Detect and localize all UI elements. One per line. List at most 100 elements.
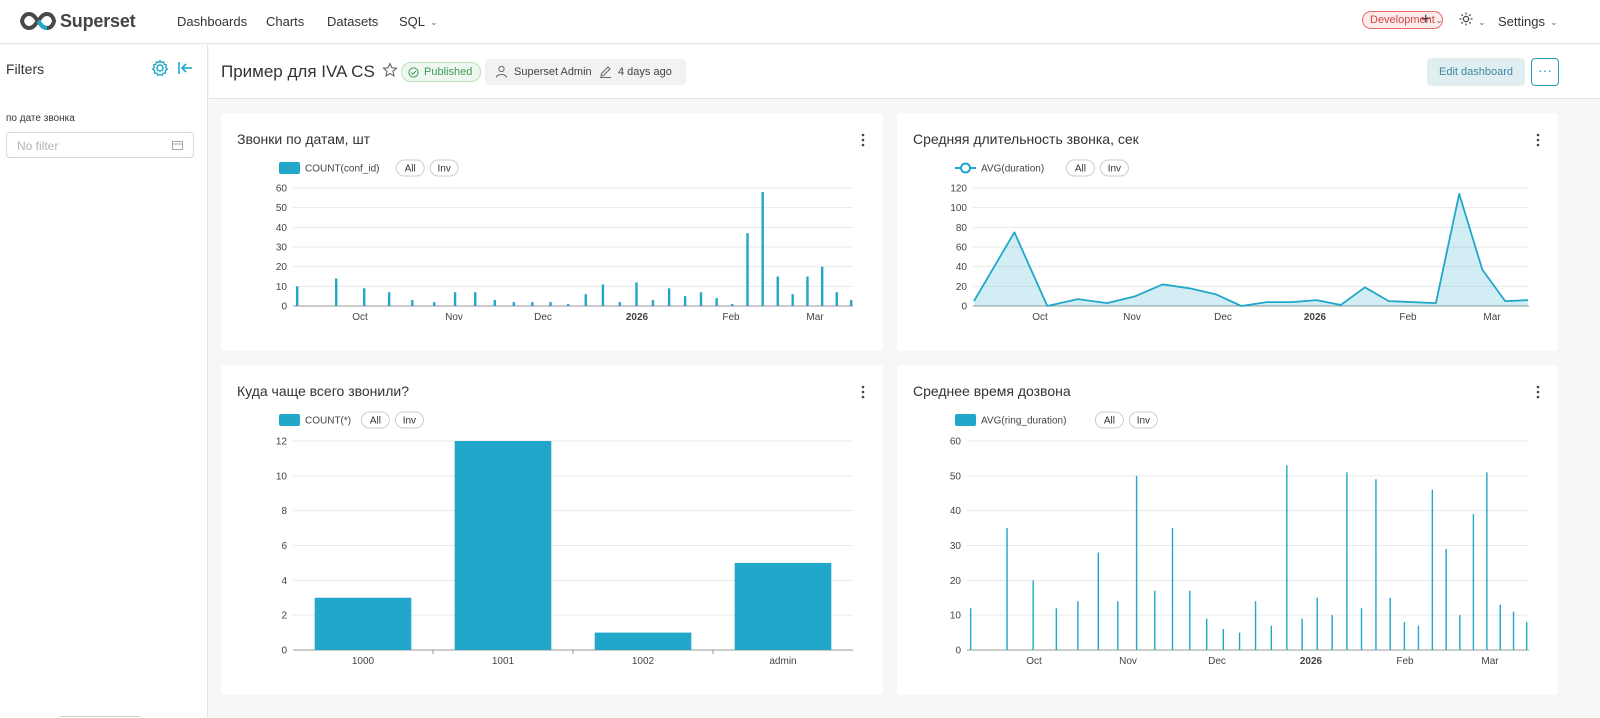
bar[interactable]	[335, 278, 338, 306]
bar[interactable]	[1055, 608, 1058, 650]
bar[interactable]	[1472, 514, 1475, 650]
bar[interactable]	[493, 300, 496, 306]
bar[interactable]	[1346, 472, 1348, 650]
new-menu-button[interactable]: + ⌄	[1421, 11, 1443, 29]
bar[interactable]	[791, 294, 794, 306]
star-icon[interactable]	[382, 62, 398, 78]
bar[interactable]	[567, 304, 570, 306]
superset-logo[interactable]: Superset	[20, 9, 136, 33]
bar[interactable]	[1486, 472, 1488, 650]
bar[interactable]	[776, 276, 779, 307]
nav-sql[interactable]: SQL ⌄	[399, 14, 438, 29]
legend-series-name[interactable]: COUNT(conf_id)	[305, 164, 379, 175]
legend-all-button[interactable]: All	[360, 411, 390, 429]
series-line[interactable]	[973, 193, 1529, 307]
bar[interactable]	[683, 296, 687, 306]
bar[interactable]	[1222, 629, 1224, 650]
bar[interactable]	[746, 233, 749, 306]
bar[interactable]	[850, 300, 853, 306]
legend-inverse-button[interactable]: Inv	[1128, 411, 1158, 429]
theme-menu-button[interactable]: ⌄	[1459, 12, 1486, 31]
bar[interactable]	[1206, 618, 1208, 650]
bar[interactable]	[584, 294, 587, 306]
bar[interactable]	[970, 608, 972, 650]
bar[interactable]	[1526, 622, 1528, 650]
vertical-dots-icon[interactable]	[1536, 385, 1540, 399]
bar[interactable]	[1077, 601, 1079, 650]
bar[interactable]	[1445, 548, 1447, 650]
bar[interactable]	[363, 288, 366, 306]
bar[interactable]	[635, 282, 638, 306]
legend-inverse-button[interactable]: Inv	[394, 411, 424, 429]
nav-charts[interactable]: Charts	[266, 14, 305, 29]
bar[interactable]	[1360, 608, 1363, 650]
bar[interactable]	[474, 292, 477, 306]
bar[interactable]	[734, 562, 832, 650]
legend-series-name[interactable]: COUNT(*)	[305, 416, 351, 427]
date-filter-input[interactable]: No filter	[6, 132, 194, 158]
bar[interactable]	[1316, 597, 1318, 650]
legend-inverse-button[interactable]: Inv	[1099, 159, 1129, 177]
legend-series-name[interactable]: AVG(duration)	[981, 164, 1044, 175]
vertical-dots-icon[interactable]	[861, 385, 865, 399]
legend-all-button[interactable]: All	[395, 159, 425, 177]
collapse-sidebar-icon[interactable]	[176, 59, 194, 77]
bar[interactable]	[1154, 590, 1156, 650]
settings-menu[interactable]: Settings ⌄	[1498, 14, 1558, 29]
bar[interactable]	[1417, 625, 1420, 650]
legend-series-name[interactable]: AVG(ring_duration)	[981, 416, 1066, 427]
bar[interactable]	[1512, 611, 1515, 650]
bar[interactable]	[1431, 489, 1434, 650]
bar[interactable]	[835, 292, 838, 306]
bar[interactable]	[1238, 632, 1241, 650]
bar[interactable]	[1032, 580, 1034, 650]
bar[interactable]	[699, 292, 703, 306]
bar[interactable]	[806, 276, 809, 307]
gear-icon[interactable]	[151, 59, 169, 77]
bar[interactable]	[1097, 552, 1099, 650]
bar[interactable]	[1006, 528, 1008, 650]
bar[interactable]	[387, 292, 391, 306]
bar[interactable]	[1499, 604, 1501, 650]
bar[interactable]	[1171, 528, 1174, 650]
nav-datasets[interactable]: Datasets	[327, 14, 379, 29]
bar[interactable]	[1286, 465, 1288, 650]
bar[interactable]	[601, 284, 605, 306]
bar[interactable]	[1135, 475, 1138, 650]
edit-dashboard-button[interactable]: Edit dashboard	[1427, 58, 1525, 86]
bar[interactable]	[730, 304, 734, 306]
vertical-dots-icon[interactable]	[861, 133, 865, 147]
bar[interactable]	[296, 286, 299, 306]
bar[interactable]	[1331, 615, 1333, 650]
bar[interactable]	[667, 288, 671, 306]
bar[interactable]	[549, 302, 552, 306]
bar[interactable]	[1117, 601, 1119, 650]
nav-dashboards[interactable]: Dashboards	[177, 14, 248, 29]
bar[interactable]	[594, 632, 692, 650]
legend-inverse-button[interactable]: Inv	[429, 159, 459, 177]
bar[interactable]	[761, 191, 764, 306]
bar[interactable]	[454, 441, 552, 650]
dashboard-title[interactable]: Пример для IVA CS	[221, 62, 375, 81]
bar[interactable]	[618, 302, 622, 306]
bar[interactable]	[1270, 625, 1272, 650]
bar[interactable]	[411, 300, 414, 306]
bar[interactable]	[1389, 597, 1391, 650]
bar[interactable]	[432, 302, 436, 306]
legend-all-button[interactable]: All	[1065, 159, 1095, 177]
bar[interactable]	[453, 292, 457, 306]
bar[interactable]	[531, 302, 534, 306]
more-options-button[interactable]: ···	[1531, 58, 1559, 86]
vertical-dots-icon[interactable]	[1536, 133, 1540, 147]
bar[interactable]	[651, 300, 655, 306]
bar[interactable]	[1189, 590, 1191, 650]
bar[interactable]	[1375, 479, 1377, 650]
bar[interactable]	[715, 298, 718, 306]
bar[interactable]	[1403, 622, 1406, 650]
legend-all-button[interactable]: All	[1094, 411, 1124, 429]
bar[interactable]	[820, 266, 824, 306]
bar[interactable]	[512, 302, 516, 306]
bar[interactable]	[314, 597, 412, 650]
published-status-badge[interactable]: Published	[401, 62, 482, 82]
bar[interactable]	[1254, 601, 1257, 650]
